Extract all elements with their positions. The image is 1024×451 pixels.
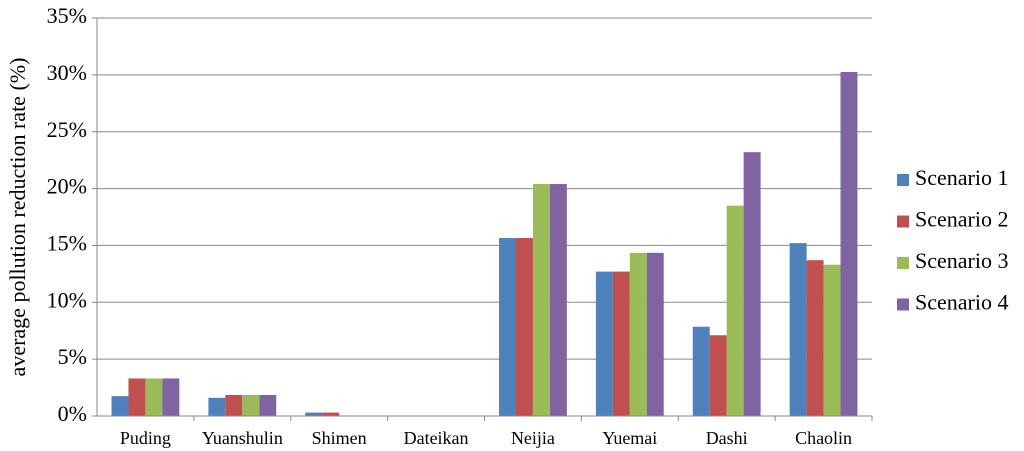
bar: [145, 378, 163, 416]
bar: [743, 152, 761, 416]
legend-label: Scenario 4: [915, 290, 1008, 315]
bar: [595, 271, 613, 416]
y-tick-label: 0%: [58, 401, 87, 426]
legend-swatch: [897, 174, 909, 186]
bar: [242, 394, 260, 416]
bar: [823, 264, 841, 416]
bar: [629, 252, 647, 416]
bar: [612, 271, 630, 416]
y-axis-title: average pollution reduction rate (%): [5, 58, 30, 377]
x-tick-label: Yuanshulin: [202, 428, 283, 448]
bar: [305, 412, 323, 416]
x-tick-label: Shimen: [312, 428, 367, 448]
x-tick-label: Chaolin: [795, 428, 852, 448]
bar: [646, 252, 664, 416]
legend-swatch: [897, 257, 909, 269]
bar: [840, 72, 858, 416]
y-tick-label: 35%: [47, 3, 87, 28]
bar: [549, 184, 567, 416]
legend-swatch: [897, 298, 909, 311]
bar: [709, 335, 727, 416]
bar: [162, 378, 180, 416]
bar: [532, 184, 550, 416]
x-tick-label: Neijia: [511, 428, 555, 448]
x-tick-label: Yuemai: [602, 428, 657, 448]
y-tick-label: 30%: [47, 60, 87, 85]
bar: [111, 396, 129, 416]
bar: [208, 397, 226, 416]
legend-label: Scenario 1: [915, 165, 1008, 190]
y-tick-label: 5%: [58, 344, 87, 369]
y-tick-label: 20%: [47, 174, 87, 199]
legend-label: Scenario 3: [915, 248, 1008, 273]
legend-label: Scenario 2: [915, 207, 1008, 232]
bar: [499, 238, 516, 416]
bar: [806, 260, 824, 416]
bar: [515, 238, 533, 416]
bar: [225, 394, 243, 416]
bar: [259, 394, 277, 416]
y-tick-label: 10%: [47, 287, 87, 312]
x-tick-label: Dashi: [706, 428, 748, 448]
legend-swatch: [897, 215, 909, 228]
bar: [726, 205, 744, 416]
bar: [322, 412, 340, 416]
bar: [692, 326, 710, 416]
y-tick-label: 15%: [47, 230, 87, 255]
bar: [128, 378, 146, 416]
bar: [789, 243, 807, 416]
y-tick-label: 25%: [47, 117, 87, 142]
x-tick-label: Puding: [120, 428, 171, 448]
x-tick-label: Dateikan: [404, 428, 469, 448]
